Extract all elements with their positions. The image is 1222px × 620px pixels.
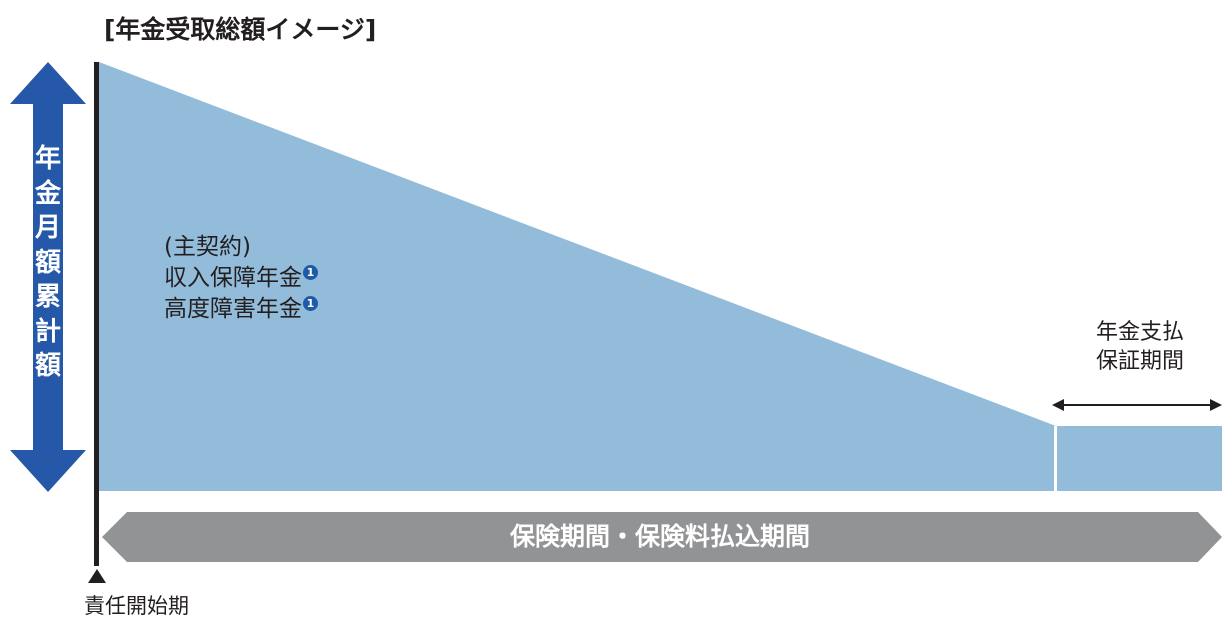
- y-axis-double-arrow: [10, 62, 86, 492]
- y-axis-label: 年 金 月 額 累 計 額: [20, 142, 76, 384]
- period-bar-arrow: [102, 512, 1222, 562]
- income-annuity-label: 収入保障年金: [164, 265, 302, 291]
- y-axis-char: 累: [34, 282, 61, 312]
- main-contract-label: (主契約) 収入保障年金 1 高度障害年金 1: [164, 232, 318, 325]
- y-axis-char: 額: [34, 247, 61, 278]
- disability-annuity-row: 高度障害年金 1: [164, 294, 318, 325]
- guarantee-line-1: 年金支払: [1095, 320, 1184, 345]
- y-axis-char: 金: [34, 178, 61, 209]
- y-axis-char: 計: [34, 316, 61, 347]
- start-label: 責任開始期: [84, 594, 189, 618]
- y-axis-char: 額: [34, 351, 61, 381]
- disability-annuity-label: 高度障害年金: [164, 296, 302, 322]
- diagram-title: [年金受取総額イメージ]: [104, 15, 377, 44]
- guarantee-arrow-left-head: [1052, 399, 1064, 411]
- y-axis-char: 年: [34, 144, 61, 174]
- note-marker-icon: 1: [303, 296, 318, 311]
- guarantee-divider: [1054, 426, 1057, 492]
- annuity-area: [99, 62, 1222, 491]
- main-contract-heading: (主契約): [164, 234, 251, 260]
- guarantee-line-2: 保証期間: [1095, 349, 1184, 374]
- guarantee-period-label: 年金支払 保証期間: [1058, 318, 1222, 376]
- guarantee-arrow-right-head: [1210, 399, 1222, 411]
- start-marker-icon: [88, 569, 106, 583]
- income-annuity-row: 収入保障年金 1: [164, 263, 318, 294]
- note-marker-icon: 1: [303, 265, 318, 280]
- period-bar-label: 保険期間・保険料払込期間: [509, 522, 810, 551]
- start-axis-line: [94, 62, 99, 566]
- y-axis-char: 月: [34, 213, 61, 243]
